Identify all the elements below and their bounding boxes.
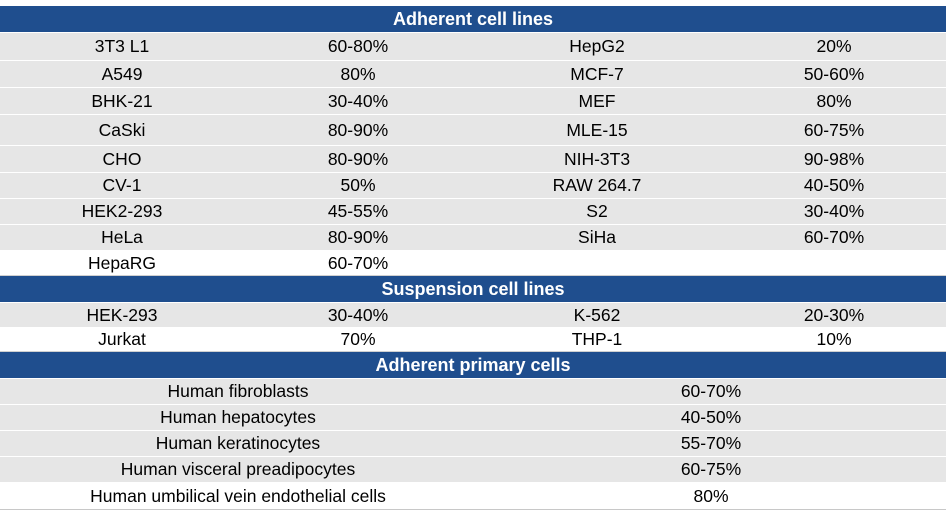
table-row: HeLa 80-90% SiHa 60-70% (0, 224, 946, 250)
cell-line-name: A549 (101, 63, 143, 84)
cell-line-name: K-562 (573, 304, 621, 325)
table-row: Jurkat 70% THP-1 10% (0, 327, 946, 352)
cell-line-name: CaSki (98, 119, 146, 140)
cell-line-name: MEF (578, 90, 616, 111)
table-row: 3T3 L1 60-80% HepG2 20% (0, 32, 946, 60)
cell-line-value: 30-40% (803, 201, 865, 221)
cell-type-value: 40-50% (680, 407, 742, 427)
table-row: HepaRG 60-70% (0, 250, 946, 276)
cell-line-name: THP-1 (571, 329, 623, 349)
table-row: CaSki 80-90% MLE-15 60-75% (0, 114, 946, 145)
cell-line-value: 50-60% (803, 63, 865, 84)
cell-line-name: CV-1 (102, 175, 142, 195)
cell-line-value: 80% (340, 63, 376, 84)
table-row: Human umbilical vein endothelial cells 8… (0, 482, 946, 509)
cell-line-value: 50% (340, 175, 376, 195)
table-row: Human keratinocytes 55-70% (0, 430, 946, 456)
table-row: HEK-293 30-40% K-562 20-30% (0, 302, 946, 327)
table-row: HEK2-293 45-55% S2 30-40% (0, 198, 946, 224)
cell-line-value: 30-40% (327, 90, 389, 111)
cell-line-name: MCF-7 (570, 63, 624, 84)
cell-type-value: 80% (693, 485, 729, 506)
cell-type-name: Human visceral preadipocytes (120, 459, 356, 479)
cell-line-value: 30-40% (327, 304, 389, 325)
section-header-adherent-lines: Adherent cell lines (0, 6, 946, 32)
table-bottom-border (0, 509, 946, 510)
cell-line-value: 60-70% (327, 252, 389, 273)
cell-line-name: HeLa (101, 227, 143, 247)
cell-line-name: 3T3 L1 (94, 36, 150, 56)
cell-line-value: 70% (340, 329, 376, 349)
cell-line-name: BHK-21 (91, 90, 153, 111)
cell-line-value: 60-75% (803, 119, 865, 140)
cell-type-name: Human keratinocytes (155, 433, 321, 453)
cell-line-value: 60-80% (327, 36, 389, 56)
table-row: A549 80% MCF-7 50-60% (0, 60, 946, 87)
cell-line-name: CHO (102, 148, 142, 169)
cell-line-value: 80% (816, 90, 852, 111)
cell-line-name: NIH-3T3 (563, 148, 631, 169)
cell-type-value: 60-75% (680, 459, 742, 479)
cell-line-value: 20-30% (803, 304, 865, 325)
cell-line-name: HEK2-293 (81, 201, 163, 221)
cell-line-value: 10% (816, 329, 852, 349)
cell-line-value: 90-98% (803, 148, 865, 169)
table-row: Human visceral preadipocytes 60-75% (0, 456, 946, 482)
section-header-primary-cells: Adherent primary cells (0, 352, 946, 378)
cell-line-name: SiHa (578, 227, 616, 247)
cell-line-name: HEK-293 (86, 304, 158, 325)
table-row: Human hepatocytes 40-50% (0, 404, 946, 430)
cell-line-name: S2 (586, 201, 608, 221)
table-row: CV-1 50% RAW 264.7 40-50% (0, 172, 946, 198)
cell-line-value: 40-50% (803, 175, 865, 195)
cell-type-value: 55-70% (680, 433, 742, 453)
cell-line-name: MLE-15 (566, 119, 628, 140)
cell-type-name: Human fibroblasts (167, 381, 309, 401)
cell-line-value: 20% (816, 36, 852, 56)
cell-line-name: HepaRG (87, 252, 157, 273)
cell-line-name: RAW 264.7 (552, 175, 642, 195)
table-row: BHK-21 30-40% MEF 80% (0, 87, 946, 114)
cell-type-value: 60-70% (680, 381, 742, 401)
section-header-suspension-lines: Suspension cell lines (0, 276, 946, 302)
cell-type-name: Human hepatocytes (160, 407, 316, 427)
cell-line-value: 80-90% (327, 227, 389, 247)
cell-type-name: Human umbilical vein endothelial cells (90, 485, 386, 506)
cell-line-value: 45-55% (327, 201, 389, 221)
cell-line-name: Jurkat (98, 329, 146, 349)
table-row: CHO 80-90% NIH-3T3 90-98% (0, 145, 946, 172)
cell-line-value: 60-70% (803, 227, 865, 247)
cell-line-value: 80-90% (327, 148, 389, 169)
table-row: Human fibroblasts 60-70% (0, 378, 946, 404)
cell-line-value: 80-90% (327, 119, 389, 140)
cell-line-name: HepG2 (569, 36, 625, 56)
